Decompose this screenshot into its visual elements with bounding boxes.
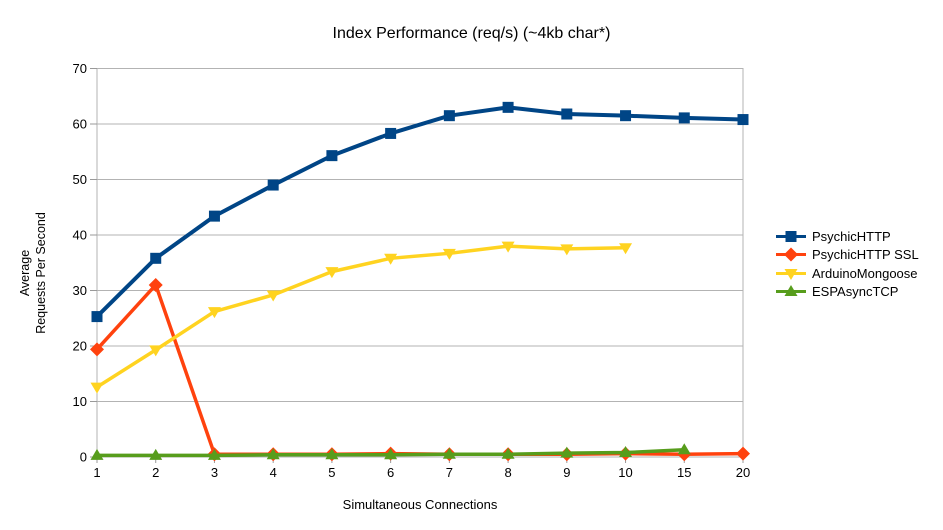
series-line-marker-icon (776, 268, 806, 280)
y-axis-title: Average Requests Per Second (17, 212, 48, 334)
data-point-marker (502, 101, 514, 113)
legend-label: ArduinoMongoose (812, 265, 918, 281)
data-point-marker (149, 448, 163, 460)
data-point-marker (384, 448, 398, 460)
data-point-marker (150, 252, 162, 264)
svg-text:70: 70 (73, 61, 87, 76)
svg-text:7: 7 (446, 465, 453, 480)
data-point-marker (148, 277, 163, 292)
plot-border (96, 68, 744, 458)
series-line-marker-icon (776, 285, 806, 297)
series-line-marker-icon (776, 230, 806, 242)
svg-text:50: 50 (73, 172, 87, 187)
data-point-marker (443, 110, 455, 122)
data-point-marker (385, 127, 397, 139)
svg-text:10: 10 (618, 465, 632, 480)
x-axis-title: Simultaneous Connections (342, 497, 498, 512)
series-arduinomongoose (90, 241, 633, 394)
series-espasynctcp (90, 443, 691, 460)
data-point-marker (442, 248, 456, 260)
svg-text:9: 9 (563, 465, 570, 480)
legend-item-arduinomongoose: ArduinoMongoose (775, 264, 919, 283)
data-point-marker (561, 108, 573, 120)
data-point-marker (267, 179, 279, 191)
data-point-marker (784, 285, 798, 297)
svg-text:0: 0 (80, 450, 87, 465)
svg-text:5: 5 (328, 465, 335, 480)
series-psychichttp-ssl (90, 277, 750, 462)
data-point-marker (207, 307, 221, 319)
data-point-marker (784, 268, 798, 280)
data-point-marker (501, 447, 515, 459)
x-tick-labels: 1 2 3 4 5 6 7 8 9 10 15 20 (93, 465, 750, 480)
data-point-marker (442, 447, 456, 459)
data-point-marker (785, 230, 797, 242)
svg-text:2: 2 (152, 465, 159, 480)
svg-text:20: 20 (73, 339, 87, 354)
data-point-marker (90, 448, 104, 460)
legend-item-psychichttp: PsychicHTTP (775, 227, 919, 246)
series-line-marker-icon (776, 247, 806, 262)
series-psychichttp (91, 101, 749, 323)
data-point-marker (677, 443, 691, 455)
data-point-marker (784, 247, 798, 262)
legend-item-psychichttp-ssl: PsychicHTTP SSL (775, 246, 919, 265)
data-point-marker (266, 448, 280, 460)
data-point-marker (266, 290, 280, 302)
gridlines (97, 68, 743, 458)
svg-text:20: 20 (736, 465, 750, 480)
data-point-marker (384, 253, 398, 265)
data-point-marker (326, 150, 338, 162)
data-point-marker (208, 210, 220, 222)
legend-label: PsychicHTTP (812, 228, 891, 244)
data-point-marker (560, 244, 574, 256)
legend: PsychicHTTP PsychicHTTP SSL ArduinoMongo… (775, 227, 919, 301)
data-point-marker (325, 448, 339, 460)
svg-text:1: 1 (93, 465, 100, 480)
legend-label: PsychicHTTP SSL (812, 247, 919, 263)
data-point-marker (149, 345, 163, 357)
data-point-marker (737, 114, 749, 126)
data-point-marker (736, 446, 750, 461)
chart-title: Index Performance (req/s) (~4kb char*) (332, 25, 611, 42)
svg-text:4: 4 (270, 465, 277, 480)
y-tick-labels: 0 10 20 30 40 50 60 70 (73, 61, 87, 465)
data-point-marker (619, 243, 633, 255)
data-point-marker (90, 342, 104, 357)
data-point-marker (560, 446, 574, 458)
svg-text:3: 3 (211, 465, 218, 480)
data-point-marker (325, 267, 339, 279)
data-point-marker (90, 382, 104, 394)
svg-text:60: 60 (73, 117, 87, 132)
legend-label: ESPAsyncTCP (812, 284, 899, 300)
svg-text:15: 15 (677, 465, 691, 480)
svg-text:30: 30 (73, 283, 87, 298)
data-point-marker (501, 241, 515, 253)
svg-text:40: 40 (73, 228, 87, 243)
svg-text:6: 6 (387, 465, 394, 480)
data-point-marker (619, 446, 633, 458)
svg-text:10: 10 (73, 394, 87, 409)
data-point-marker (620, 110, 632, 122)
data-point-marker (207, 448, 221, 460)
data-point-marker (678, 112, 690, 124)
legend-item-espasynctcp: ESPAsyncTCP (775, 283, 919, 302)
data-point-marker (91, 311, 103, 323)
svg-text:8: 8 (504, 465, 511, 480)
